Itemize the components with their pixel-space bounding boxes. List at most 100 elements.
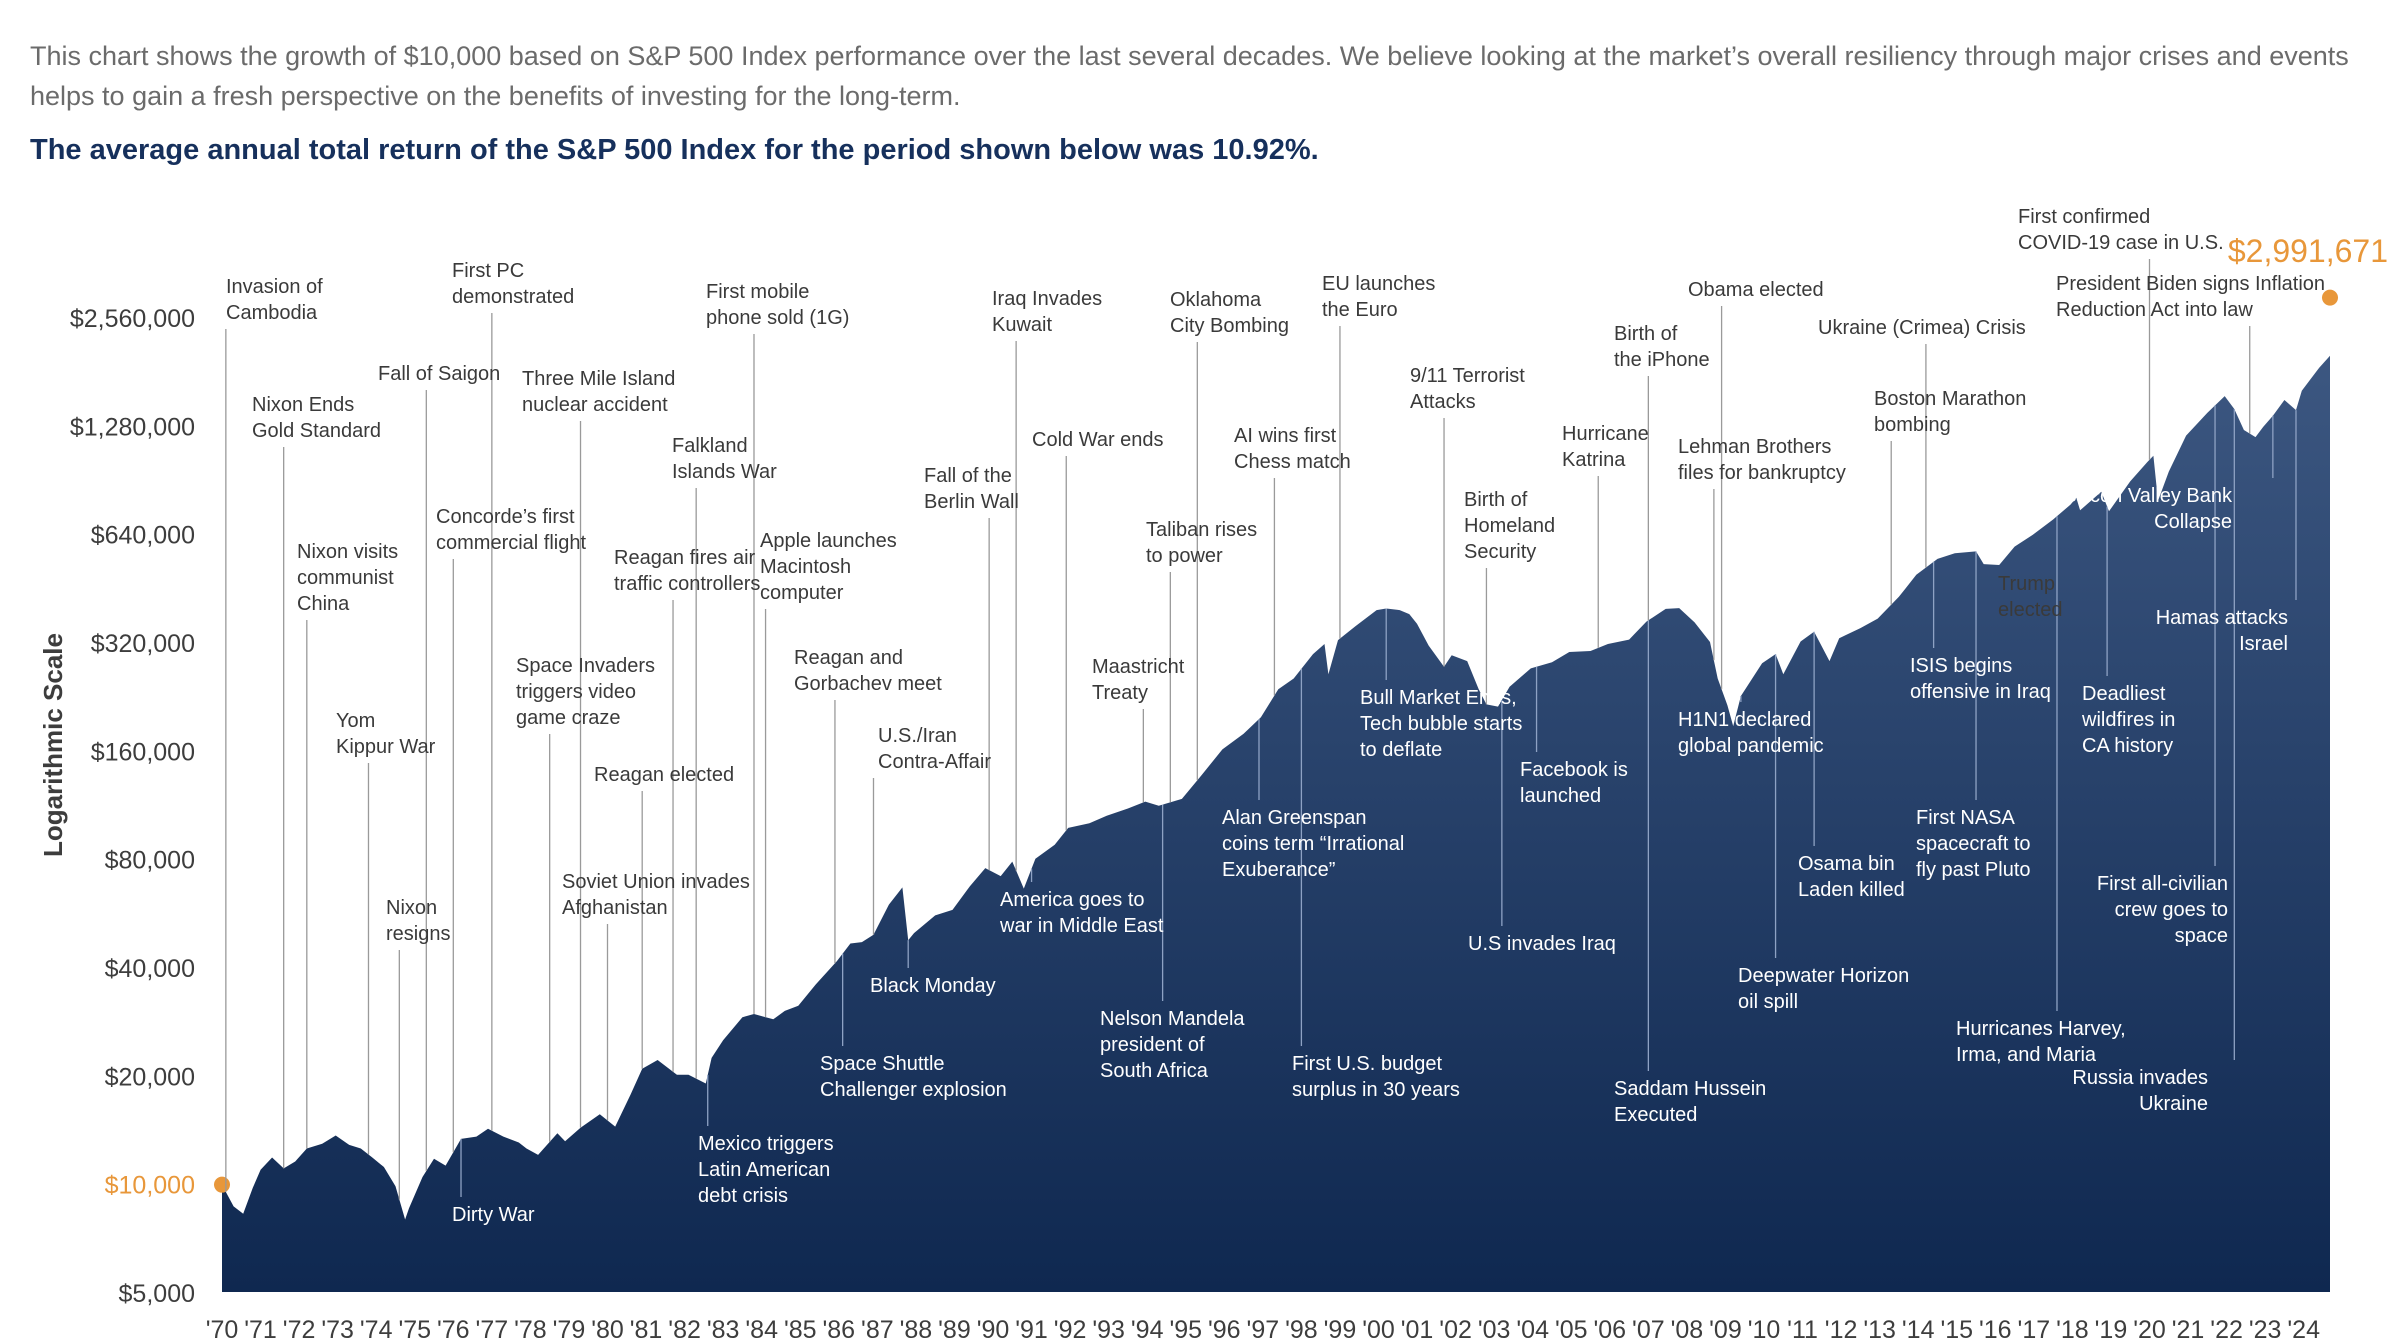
event-label-line: 9/11 Terrorist (1410, 365, 1525, 387)
event-label-line: Three Mile Island (522, 368, 675, 390)
x-tick-label: '22 (2210, 1316, 2243, 1344)
event-label-line: Gorbachev meet (794, 673, 942, 695)
x-tick-label: '93 (1092, 1316, 1125, 1344)
event-label-line: Russia invades (2072, 1067, 2208, 1089)
event-label-line: Macintosh (760, 556, 851, 578)
event-label: First PC demonstrated (452, 260, 574, 308)
x-tick-label: '18 (2056, 1316, 2089, 1344)
event-label-line: bombing (1874, 414, 1951, 436)
event-label: Nixon resigns (386, 897, 450, 945)
x-tick-label: '09 (1709, 1316, 1742, 1344)
event-label-line: Oklahoma (1170, 289, 1262, 311)
event-label-line: Black Monday (870, 975, 996, 997)
y-tick-label: $1,280,000 (70, 413, 195, 441)
event-label-line: First mobile (706, 281, 809, 303)
event-label-line: Nixon visits (297, 541, 398, 563)
event-label-line: communist (297, 567, 394, 589)
event-label-line: offensive in Iraq (1910, 681, 2051, 703)
event-label-line: COVID-19 case in U.S. (2018, 232, 2224, 254)
event-label-line: Dirty War (452, 1204, 535, 1226)
event-label-line: to deflate (1360, 739, 1442, 761)
event-label-line: City Bombing (1170, 315, 1289, 337)
event-label-line: Cambodia (226, 302, 318, 324)
event-label-line: demonstrated (452, 286, 574, 308)
event-label-line: Fall of the (924, 465, 1012, 487)
start-point-marker (214, 1176, 230, 1193)
event-label-line: resigns (386, 923, 450, 945)
event-label: America goes to war in Middle East (999, 889, 1164, 937)
x-tick-label: '84 (745, 1316, 778, 1344)
event-label-line: Nelson Mandela (1100, 1008, 1245, 1030)
event-label-line: war in Middle East (999, 915, 1164, 937)
event-label: Hurricane Katrina (1562, 423, 1649, 471)
event-label-line: spacecraft to (1916, 833, 2031, 855)
x-tick-label: '87 (861, 1316, 894, 1344)
x-tick-label: '92 (1054, 1316, 1087, 1344)
event-label-line: Birth of (1464, 489, 1528, 511)
event-label-line: Space Shuttle (820, 1053, 945, 1075)
event-label: Nelson Mandela president of South Africa (1100, 1008, 1245, 1082)
event-label-line: crew goes to (2115, 899, 2228, 921)
event-label-line: Cold War ends (1032, 429, 1164, 451)
event-label: Lehman Brothers files for bankruptcy (1678, 436, 1846, 484)
y-axis-label: Logarithmic Scale (38, 633, 68, 857)
event-label-line: debt crisis (698, 1185, 788, 1207)
event-label-line: Kuwait (992, 314, 1052, 336)
x-tick-label: '99 (1324, 1316, 1357, 1344)
event-label-line: Afghanistan (562, 897, 668, 919)
event-label: U.S./Iran Contra-Affair (878, 725, 991, 773)
event-label-line: Contra-Affair (878, 751, 991, 773)
event-label-line: Exuberance” (1222, 859, 1335, 881)
event-label-line: Hurricane (1562, 423, 1649, 445)
event-label-line: files for bankruptcy (1678, 462, 1846, 484)
event-label: Maastricht Treaty (1092, 656, 1185, 704)
event-label: Reagan fires air traffic controllers (614, 547, 760, 595)
event-label-line: Tech bubble starts (1360, 713, 1522, 735)
x-tick-label: '15 (1940, 1316, 1973, 1344)
event-label-line: Maastricht (1092, 656, 1185, 678)
event-label-line: Silicon Valley Bank (2063, 485, 2233, 507)
event-label: Reagan elected (594, 764, 734, 786)
event-label: First NASA spacecraft to fly past Pluto (1916, 807, 2031, 881)
event-label-line: Taliban rises (1146, 519, 1257, 541)
event-label-line: Deadliest (2082, 683, 2166, 705)
x-tick-label: '08 (1671, 1316, 1704, 1344)
y-tick-label: $40,000 (105, 955, 195, 983)
event-label-line: Berlin Wall (924, 491, 1019, 513)
event-label-line: Chess match (1234, 451, 1351, 473)
x-tick-label: '04 (1516, 1316, 1549, 1344)
event-label: Facebook is launched (1520, 759, 1628, 807)
area-layer (214, 289, 2338, 1293)
event-label-line: Concorde’s first (436, 506, 575, 528)
event-label: Space Invaders triggers video game craze (516, 655, 655, 729)
x-tick-label: '95 (1169, 1316, 1202, 1344)
intro-text: This chart shows the growth of $10,000 b… (30, 41, 2349, 111)
event-label-line: H1N1 declared (1678, 709, 1811, 731)
growth-area (222, 293, 2330, 1293)
x-tick-label: '19 (2095, 1316, 2128, 1344)
event-label: EU launches the Euro (1322, 273, 1435, 321)
x-tick-label: '71 (244, 1316, 277, 1344)
event-label: Black Monday (870, 975, 996, 997)
y-tick-label: $80,000 (105, 847, 195, 875)
event-label-line: Nixon (386, 897, 437, 919)
event-label: Iraq Invades Kuwait (992, 288, 1102, 336)
y-tick-label: $5,000 (119, 1280, 195, 1308)
x-tick-label: '77 (476, 1316, 509, 1344)
y-tick-label: $10,000 (105, 1172, 195, 1200)
event-label-line: Executed (1614, 1104, 1697, 1126)
event-label: Boston Marathon bombing (1874, 388, 2026, 436)
event-label-line: Reagan fires air (614, 547, 756, 569)
event-label-line: Osama bin (1798, 853, 1895, 875)
event-label-line: Collapse (2154, 511, 2232, 533)
event-label: Deepwater Horizon oil spill (1738, 965, 1909, 1013)
event-label: Ukraine (Crimea) Crisis (1818, 317, 2026, 339)
event-label-line: Yom (336, 710, 375, 732)
event-label: Fall of Saigon (378, 363, 500, 385)
event-label-line: Lehman Brothers (1678, 436, 1831, 458)
x-tick-label: '97 (1247, 1316, 1280, 1344)
event-label-line: U.S./Iran (878, 725, 957, 747)
x-tick-label: '85 (784, 1316, 817, 1344)
x-tick-label: '86 (823, 1316, 856, 1344)
event-label: Birth of Homeland Security (1464, 489, 1555, 563)
